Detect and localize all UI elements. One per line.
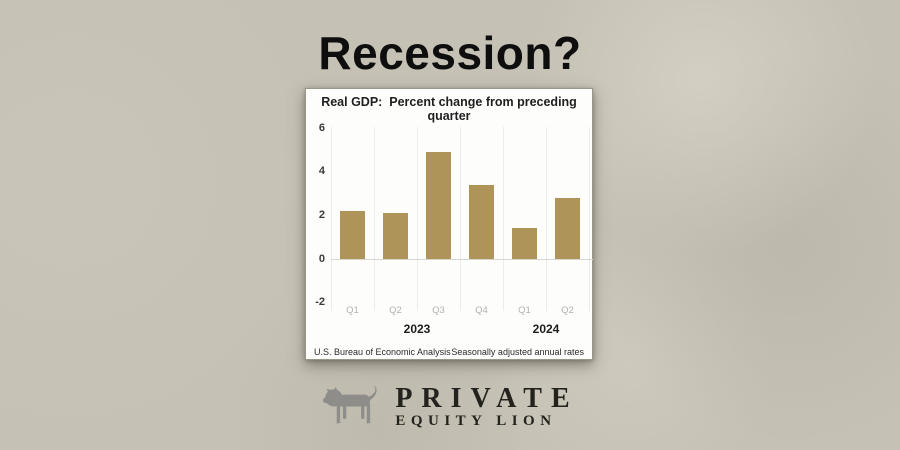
x-axis-year-label: 2023: [403, 322, 431, 336]
x-axis-quarter-label: Q4: [475, 305, 488, 316]
y-axis-tick: 4: [318, 165, 325, 178]
x-axis-quarter-label: Q1: [518, 305, 531, 316]
gridline: [460, 127, 461, 311]
x-axis-quarter-label: Q2: [389, 305, 402, 316]
gdp-bar: [426, 152, 451, 259]
chart-note: Seasonally adjusted annual rates: [451, 347, 584, 357]
brand-name: PRIVATE EQUITY LION: [395, 384, 578, 430]
gdp-bar: [469, 184, 494, 259]
gridline: [374, 127, 375, 311]
gdp-bar: [512, 228, 537, 259]
gridline: [546, 127, 547, 311]
x-axis-quarter-label: Q3: [432, 305, 445, 316]
zero-axis-line: [331, 259, 593, 260]
headline: Recession?: [318, 27, 582, 79]
y-axis-tick: 2: [318, 208, 325, 221]
y-axis-tick: 6: [318, 121, 325, 134]
lion-icon: [323, 385, 377, 424]
brand-logo: PRIVATE EQUITY LION: [0, 381, 900, 433]
chart-source: U.S. Bureau of Economic Analysis: [314, 347, 451, 357]
brand-line1: PRIVATE: [395, 383, 579, 415]
gdp-bar: [340, 211, 365, 259]
gridline: [503, 127, 504, 311]
gdp-bar: [555, 197, 580, 259]
x-axis-quarter-label: Q2: [561, 305, 574, 316]
gridline: [417, 127, 418, 311]
brand-line2: EQUITY LION: [395, 413, 557, 430]
gdp-bar: [383, 213, 408, 259]
chart-footer: U.S. Bureau of Economic Analysis Seasona…: [314, 347, 584, 357]
y-axis-tick: -2: [315, 296, 325, 309]
x-axis-quarter-label: Q1: [346, 305, 359, 316]
gridline: [589, 127, 590, 311]
gridline: [331, 127, 332, 311]
chart-title: Real GDP: Percent change from preceding …: [321, 95, 577, 123]
gdp-chart-card: Real GDP: Percent change from preceding …: [305, 88, 593, 360]
x-axis-year-label: 2024: [532, 322, 560, 336]
plot-area: 6 4 2 0 -2 Q1 Q2 Q3 Q4 Q1 Q2 2023 2024: [306, 89, 593, 359]
y-axis-tick: 0: [318, 252, 325, 265]
